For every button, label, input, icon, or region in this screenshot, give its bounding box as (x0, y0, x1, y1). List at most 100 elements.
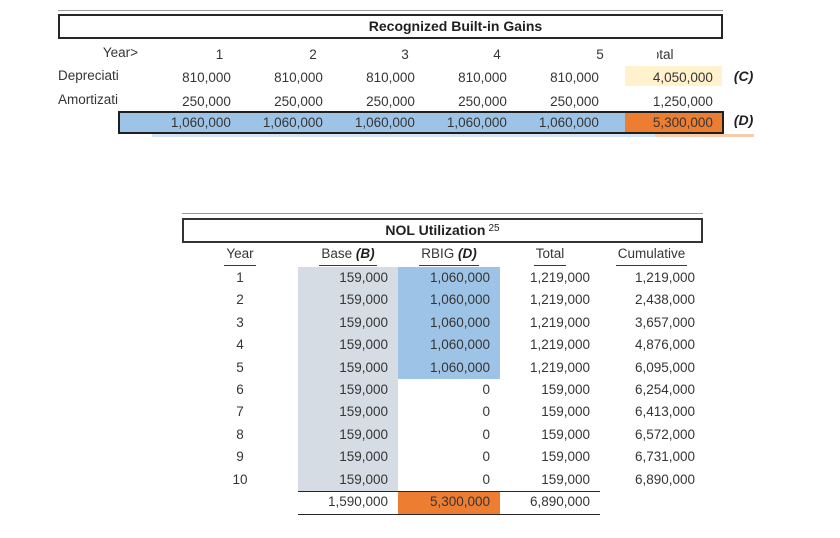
amortization-y3: 250,000 (366, 94, 415, 109)
cumulative-column-header: Cumulative (600, 244, 703, 267)
base-cell: 159,000 (298, 267, 398, 290)
amortization-row: Amortization 250,000 250,000 250,000 250… (58, 88, 758, 111)
note-empty (724, 88, 758, 111)
year-1-header: 1 (215, 47, 224, 62)
cumulative-cell: 6,095,000 (634, 359, 695, 375)
year-cell: 7 (236, 404, 244, 420)
base-total-cell: 1,590,000 (327, 493, 388, 509)
depreciation-total-cell: 4,050,000 (624, 66, 722, 86)
rbig-sum-y3: 1,060,000 (354, 115, 415, 130)
year-2-header: 2 (309, 47, 317, 62)
rbig-table-title: Recognized Built-in Gains (58, 14, 723, 39)
nol-row-10: 10 159,000 0 159,000 6,890,000 (182, 468, 703, 491)
year-cell: 5 (236, 359, 244, 375)
base-column-header: Base (B) (298, 244, 398, 267)
totals-spacer (600, 491, 703, 515)
totals-ruled-section: 1,590,000 5,300,000 6,890,000 (298, 490, 600, 515)
total-cell: 1,219,000 (529, 292, 590, 308)
cumulative-cell: 6,572,000 (634, 426, 695, 442)
rbig-grand-total-cell: 5,300,000 (624, 113, 722, 132)
row-label (58, 111, 118, 134)
total-cell: 1,219,000 (529, 359, 590, 375)
year-column-header: Year (182, 244, 298, 267)
year-axis-label: Year> (102, 45, 138, 60)
cumulative-cell: 3,657,000 (634, 314, 695, 330)
nol-table: NOL Utilization 25 Year Base (B) RBIG (D)… (182, 213, 703, 515)
rbig-sum-y4: 1,060,000 (446, 115, 507, 130)
rbig-cell: 0 (482, 426, 490, 442)
nol-totals-row: 1,590,000 5,300,000 6,890,000 (182, 490, 703, 515)
rbig-column-header: RBIG (D) (398, 244, 500, 267)
row-label: Amortization (58, 92, 118, 107)
amortization-total-cell: 1,250,000 (652, 94, 713, 109)
divider-line (182, 213, 703, 214)
note-c-marker: (C) (733, 68, 754, 84)
base-cell: 159,000 (298, 423, 398, 447)
amortization-y5: 250,000 (550, 94, 599, 109)
rbig-cell: 1,060,000 (398, 334, 500, 357)
base-cell: 159,000 (298, 356, 398, 379)
cumulative-cell: 6,890,000 (634, 471, 695, 487)
base-cell: 159,000 (298, 289, 398, 312)
year-3-header: 3 (401, 47, 409, 62)
nol-row-3: 3 159,000 1,060,000 1,219,000 3,657,000 (182, 311, 703, 335)
base-cell: 159,000 (298, 378, 398, 402)
total-cell: 159,000 (541, 471, 590, 487)
nol-row-4: 4 159,000 1,060,000 1,219,000 4,876,000 (182, 334, 703, 357)
rbig-sum-y2: 1,060,000 (262, 115, 323, 130)
grand-total-cell: 6,890,000 (529, 493, 590, 509)
depreciation-y5: 810,000 (550, 70, 599, 85)
rbig-sum-y5: 1,060,000 (538, 115, 599, 130)
divider-line (58, 10, 723, 11)
nol-table-title: NOL Utilization 25 (182, 218, 703, 243)
cumulative-cell: 1,219,000 (634, 270, 695, 285)
base-cell: 159,000 (298, 446, 398, 469)
total-cell: 1,219,000 (529, 337, 590, 353)
amortization-y2: 250,000 (274, 94, 323, 109)
year-cell: 10 (232, 471, 248, 487)
nol-title-text: NOL Utilization (385, 222, 486, 238)
highlight-fringe (58, 134, 758, 137)
total-cell: 159,000 (541, 449, 590, 465)
cumulative-cell: 4,876,000 (634, 337, 695, 353)
depreciation-y4: 810,000 (458, 70, 507, 85)
rbig-cell: 0 (482, 449, 490, 465)
cumulative-cell: 6,731,000 (634, 449, 695, 465)
total-cell: 159,000 (541, 426, 590, 442)
base-cell: 159,000 (298, 311, 398, 335)
cumulative-cell: 6,413,000 (634, 404, 695, 420)
footnote-ref-25: 25 (488, 223, 500, 234)
rbig-cell: 1,060,000 (398, 267, 500, 290)
nol-row-6: 6 159,000 0 159,000 6,254,000 (182, 378, 703, 402)
total-cell: 1,219,000 (529, 270, 590, 285)
depreciation-y1: 810,000 (182, 70, 231, 85)
amortization-y1: 250,000 (182, 94, 231, 109)
year-cell: 6 (236, 381, 244, 397)
depreciation-y2: 810,000 (274, 70, 323, 85)
year-cell: 2 (236, 292, 244, 308)
amortization-y4: 250,000 (458, 94, 507, 109)
year-4-header: 4 (493, 47, 501, 62)
row-label: Depreciation (58, 68, 118, 83)
rbig-cell: 1,060,000 (398, 311, 500, 335)
rbig-cell: 0 (482, 381, 490, 397)
note-d-marker: (D) (733, 112, 754, 128)
cumulative-cell: 2,438,000 (634, 292, 695, 308)
rbig-header-row: Year> 1 2 3 4 5 Total (58, 42, 758, 64)
rbig-cell: 1,060,000 (398, 289, 500, 312)
base-cell: 159,000 (298, 401, 398, 424)
depreciation-row: Depreciation 810,000 810,000 810,000 810… (58, 64, 758, 88)
year-cell: 1 (236, 270, 244, 285)
rbig-cell: 1,060,000 (398, 356, 500, 379)
total-cell: 1,219,000 (529, 314, 590, 330)
totals-spacer (182, 491, 298, 515)
year-cell: 9 (236, 449, 244, 465)
base-cell: 159,000 (298, 334, 398, 357)
nol-row-7: 7 159,000 0 159,000 6,413,000 (182, 401, 703, 424)
depreciation-y3: 810,000 (366, 70, 415, 85)
total-cell: 159,000 (541, 381, 590, 397)
year-cell: 3 (236, 314, 244, 330)
base-cell: 159,000 (298, 468, 398, 491)
rbig-cell: 0 (482, 404, 490, 420)
